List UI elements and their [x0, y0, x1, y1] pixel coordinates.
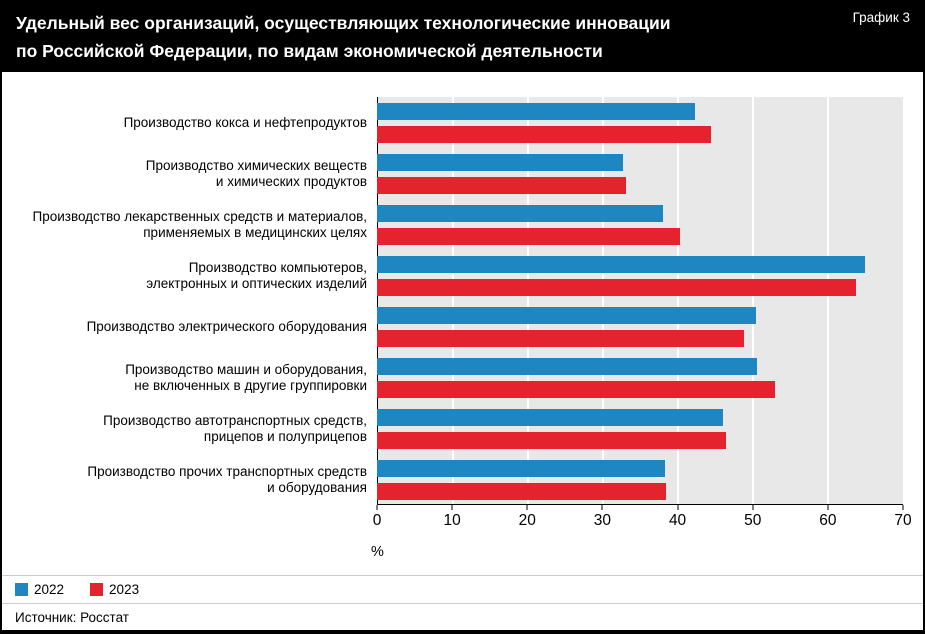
gridline	[752, 97, 754, 504]
bar-2022	[377, 153, 623, 171]
axis-tick	[827, 505, 829, 510]
chart-row: Производство машин и оборудования, не вк…	[2, 352, 903, 403]
bar-2022	[377, 255, 865, 273]
bar-2022	[377, 459, 665, 477]
gridline	[602, 97, 604, 504]
axis-tick-label: 70	[894, 512, 912, 529]
legend-item-2022: 2022	[15, 582, 64, 597]
x-axis-unit-label: %	[371, 544, 384, 560]
bar-2023	[377, 227, 680, 245]
header: Удельный вес организаций, осуществляющих…	[2, 0, 923, 72]
category-label: Производство кокса и нефтепродуктов	[123, 114, 367, 130]
legend-swatch-2023	[90, 583, 104, 596]
legend-swatch-2022	[15, 583, 28, 596]
axis-tick-label: 30	[593, 512, 612, 529]
axis-tick	[752, 505, 754, 510]
axis-tick	[526, 505, 528, 510]
category-label: Производство машин и оборудования, не вк…	[125, 361, 367, 393]
chart-row: Производство электрического оборудования	[2, 301, 903, 352]
chart-title: Удельный вес организаций, осуществляющих…	[16, 13, 671, 61]
legend-label-2022: 2022	[34, 582, 65, 597]
bar-group	[377, 199, 903, 250]
bar-group	[377, 352, 903, 403]
axis-tick	[677, 505, 679, 510]
gridline	[827, 97, 829, 504]
source-caption: Источник: Росстат	[15, 610, 129, 625]
bar-group	[377, 97, 903, 148]
gridline	[527, 97, 529, 504]
bar-2023	[377, 125, 711, 143]
bar-2023	[377, 176, 627, 194]
chart-row: Производство кокса и нефтепродуктов	[2, 97, 903, 148]
bar-2023	[377, 278, 857, 296]
bar-chart: Производство кокса и нефтепродуктов Произ…	[2, 97, 923, 505]
category-label: Производство химических веществ и химиче…	[145, 157, 367, 189]
axis-tick-label: 20	[518, 512, 536, 529]
bar-2022	[377, 357, 758, 375]
axis-tick	[601, 505, 603, 510]
axis-tick-label: 60	[819, 512, 837, 529]
bar-group	[377, 250, 903, 301]
chart-number-label: График 3	[852, 10, 910, 25]
bar-group	[377, 403, 903, 454]
axis-tick-label: 40	[668, 512, 687, 529]
axis-tick-label: 0	[372, 512, 382, 529]
category-label: Производство электрического оборудования	[86, 318, 367, 334]
category-label: Производство прочих транспортных средств…	[87, 463, 367, 495]
axis-tick-label: 10	[443, 512, 461, 529]
gridline	[677, 97, 679, 504]
chart-row: Производство лекарственных средств и мат…	[2, 199, 903, 250]
legend-item-2023: 2023	[90, 582, 139, 597]
bar-2022	[377, 204, 663, 222]
category-label: Производство компьютеров, электронных и …	[146, 259, 367, 291]
axis-tick	[451, 505, 453, 510]
gridline	[452, 97, 454, 504]
bar-2023	[377, 482, 667, 500]
chart-row: Производство прочих транспортных средств…	[2, 454, 903, 505]
bar-2022	[377, 306, 756, 324]
chart-row: Производство автотранспортных средств, п…	[2, 403, 903, 454]
category-label: Производство лекарственных средств и мат…	[32, 208, 368, 240]
bar-2023	[377, 431, 726, 449]
bar-group	[377, 454, 903, 505]
chart-row: Производство химических веществ и химиче…	[2, 148, 903, 199]
chart-rows: Производство кокса и нефтепродуктов Произ…	[2, 97, 903, 505]
legend-label-2023: 2023	[109, 582, 140, 597]
axis-tick	[376, 505, 378, 510]
bar-2022	[377, 408, 723, 426]
x-axis: 0 10 20 30 40 50 60 70	[373, 505, 912, 539]
bottom-border-bar	[2, 630, 923, 634]
bar-group	[377, 148, 903, 199]
legend: 2022 2023	[2, 575, 923, 604]
category-label: Производство автотранспортных средств, п…	[103, 412, 367, 444]
chart-row: Производство компьютеров, электронных и …	[2, 250, 903, 301]
bar-2023	[377, 329, 745, 347]
axis-tick	[902, 505, 904, 510]
bar-2023	[377, 380, 776, 398]
bar-2022	[377, 102, 695, 120]
bar-group	[377, 301, 903, 352]
axis-tick-label: 50	[744, 512, 762, 529]
